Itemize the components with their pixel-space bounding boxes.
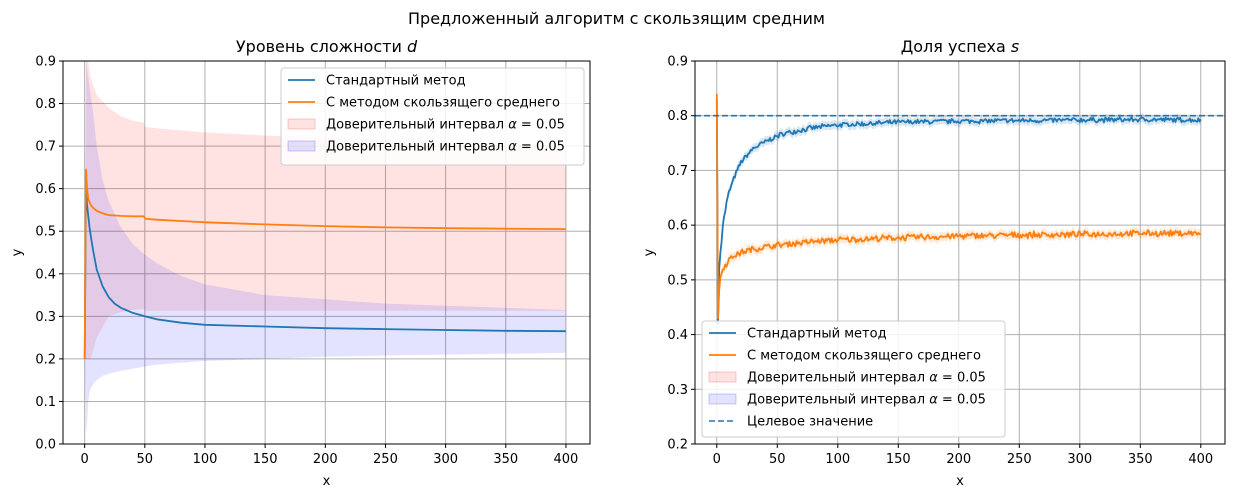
plot-frame bbox=[694, 60, 1226, 445]
x-tick-label: 50 bbox=[137, 452, 154, 467]
x-axis-label: x bbox=[956, 474, 964, 489]
axis-ticks: 0 50 100 150 200 250 300 350 400 0.2 0.3 0.4 0.5 0.6 0… bbox=[667, 55, 1213, 468]
legend-label: Доверительный интервал α = 0.05 bbox=[326, 118, 565, 133]
x-axis-label: x bbox=[323, 474, 331, 489]
chart-title-variable: d bbox=[407, 37, 418, 56]
series-shading bbox=[716, 94, 1201, 329]
legend-label: С методом скользящего среднего bbox=[747, 349, 981, 364]
legend-label: Доверительный интервал α = 0.05 bbox=[747, 371, 986, 386]
legend-label: Стандартный метод bbox=[747, 327, 887, 342]
y-tick-label: 0.7 bbox=[35, 140, 56, 155]
x-tick-label: 200 bbox=[946, 452, 971, 467]
x-tick-label: 0 bbox=[81, 452, 89, 467]
series-line bbox=[715, 93, 1201, 320]
y-tick-label: 0.2 bbox=[35, 352, 56, 367]
legend-band-swatch bbox=[287, 140, 316, 152]
legend-box bbox=[701, 320, 1006, 438]
y-tick-label: 0.3 bbox=[667, 383, 688, 398]
x-tick-label: 250 bbox=[1007, 452, 1032, 467]
x-tick-label: 400 bbox=[554, 452, 579, 467]
y-tick-label: 0.7 bbox=[667, 164, 688, 179]
x-tick-label: 400 bbox=[1188, 452, 1213, 467]
legend: Стандартный метод С методом скользящего с… bbox=[701, 320, 1006, 438]
y-tick-label: 0.4 bbox=[667, 328, 688, 343]
x-tick-label: 350 bbox=[493, 452, 518, 467]
series-line bbox=[83, 187, 566, 359]
chart-title: Уровень сложности d bbox=[236, 37, 418, 56]
y-tick-label: 0.9 bbox=[667, 55, 688, 70]
axis-ticks: 0 50 100 150 200 250 300 350 400 0.0 0.1 0.2 0.3 0.4 0… bbox=[35, 55, 578, 468]
series-line bbox=[83, 168, 566, 359]
x-tick-label: 200 bbox=[313, 452, 338, 467]
y-tick-label: 0.6 bbox=[35, 182, 56, 197]
x-tick-label: 300 bbox=[1067, 452, 1092, 467]
confidence-band bbox=[84, 61, 566, 436]
y-tick-label: 0.0 bbox=[35, 438, 56, 453]
series-line bbox=[715, 99, 1202, 325]
x-tick-label: 150 bbox=[886, 452, 911, 467]
chart-title-text: Уровень сложности bbox=[236, 37, 402, 56]
x-tick-label: 0 bbox=[713, 452, 721, 467]
x-tick-label: 150 bbox=[253, 452, 278, 467]
legend: Стандартный метод С методом скользящего с… bbox=[280, 67, 585, 166]
legend-band-swatch bbox=[708, 371, 737, 383]
success-rate-chart: 0 50 100 150 200 250 300 350 400 0.2 0.3 0.4 0.5 0.6 0… bbox=[642, 37, 1226, 489]
figure-suptitle: Предложенный алгоритм с скользящим средн… bbox=[408, 9, 825, 28]
legend-label: С методом скользящего среднего bbox=[326, 96, 560, 111]
y-tick-label: 0.4 bbox=[35, 267, 56, 282]
difficulty-level-chart: 0 50 100 150 200 250 300 350 400 0.0 0.1 0.2 0.3 0.4 0… bbox=[10, 37, 591, 489]
confidence-band bbox=[84, 61, 566, 359]
y-tick-label: 0.6 bbox=[667, 219, 688, 234]
x-tick-label: 50 bbox=[769, 452, 786, 467]
legend-label: Стандартный метод bbox=[326, 74, 466, 89]
plot-frame bbox=[62, 60, 591, 445]
y-tick-label: 0.1 bbox=[35, 395, 56, 410]
legend-box bbox=[280, 67, 585, 166]
y-tick-label: 0.8 bbox=[35, 97, 56, 112]
y-tick-label: 0.5 bbox=[667, 273, 688, 288]
y-tick-label: 0.9 bbox=[35, 55, 56, 70]
confidence-bands bbox=[84, 61, 566, 436]
x-tick-label: 250 bbox=[373, 452, 398, 467]
legend-label: Целевое значение bbox=[747, 415, 873, 430]
y-tick-label: 0.3 bbox=[35, 310, 56, 325]
y-tick-label: 0.2 bbox=[667, 438, 688, 453]
legend-label: Доверительный интервал α = 0.05 bbox=[747, 393, 986, 408]
series-lines bbox=[695, 89, 1225, 329]
legend-label: Доверительный интервал α = 0.05 bbox=[326, 140, 565, 155]
chart-title: Доля успеха s bbox=[901, 37, 1020, 56]
x-tick-label: 100 bbox=[193, 452, 218, 467]
series-lines bbox=[83, 168, 566, 359]
y-tick-label: 0.5 bbox=[35, 225, 56, 240]
y-tick-label: 0.8 bbox=[667, 109, 688, 124]
y-axis-label: y bbox=[642, 248, 657, 256]
x-tick-label: 300 bbox=[433, 452, 458, 467]
legend-band-swatch bbox=[287, 118, 316, 130]
chart-title-variable: s bbox=[1011, 37, 1019, 56]
legend-band-swatch bbox=[708, 393, 737, 405]
chart-title-text: Доля успеха bbox=[901, 37, 1006, 56]
y-axis-label: y bbox=[10, 248, 25, 256]
x-tick-label: 100 bbox=[825, 452, 850, 467]
x-tick-label: 350 bbox=[1128, 452, 1153, 467]
